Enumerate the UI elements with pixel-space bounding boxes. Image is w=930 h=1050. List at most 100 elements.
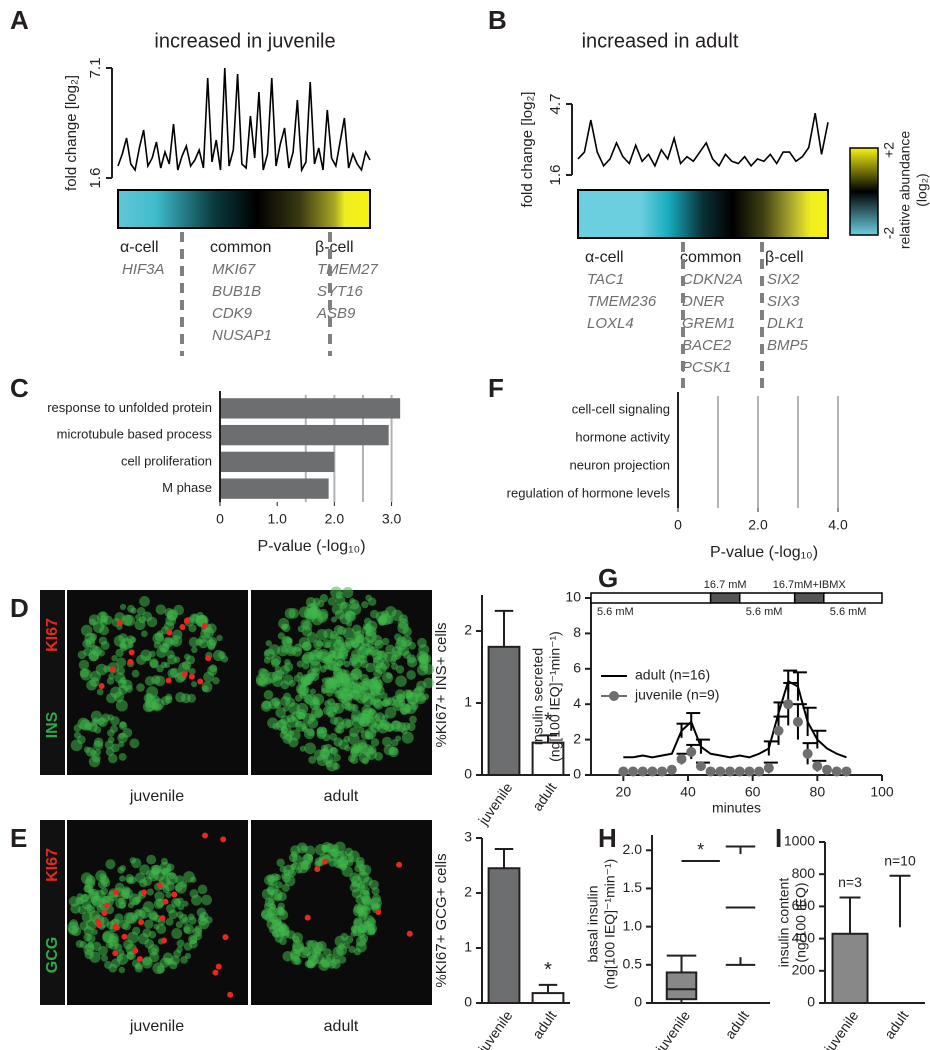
- cell: [328, 650, 336, 659]
- cell: [359, 673, 369, 683]
- gene-label: TAC1: [587, 271, 624, 288]
- cell: [284, 659, 291, 666]
- y-tick-label: 1: [464, 694, 472, 710]
- cell: [297, 625, 305, 633]
- y-tick-label: 1: [464, 939, 472, 955]
- cell: [115, 897, 127, 909]
- cell: [363, 692, 371, 701]
- cell: [297, 862, 309, 874]
- cell: [201, 894, 212, 906]
- y-tick-label: 2: [464, 884, 472, 900]
- heatmap: [117, 189, 371, 229]
- bar: [831, 932, 869, 1005]
- cell: [127, 604, 135, 613]
- y-axis-label: basal insulin: [585, 885, 601, 962]
- significance: *: [544, 710, 552, 732]
- stain-strip: [40, 820, 65, 1005]
- cell: [147, 944, 160, 956]
- ki67-nucleus: [128, 649, 135, 656]
- protocol-label: 16.7mM+IBMX: [773, 579, 847, 591]
- cell: [93, 737, 104, 747]
- cell: [105, 859, 116, 870]
- stain-label: KI67: [44, 618, 61, 652]
- cell: [337, 643, 346, 653]
- ki67-nucleus: [116, 620, 123, 627]
- cell: [154, 891, 165, 902]
- cell: [201, 681, 213, 693]
- x-tick-label: 0: [216, 511, 224, 527]
- cell: [149, 658, 159, 668]
- y-tick-label: 10: [565, 589, 581, 605]
- cell: [380, 610, 390, 619]
- series-point: [725, 766, 736, 777]
- cell: [318, 959, 330, 971]
- cell: [355, 856, 365, 867]
- cell: [371, 887, 380, 896]
- series-point: [744, 766, 755, 777]
- y-axis-label: %KI67+ INS+ cells: [433, 622, 450, 747]
- cell: [349, 598, 356, 605]
- bar: [220, 451, 335, 473]
- category-label: cell proliferation: [121, 453, 212, 468]
- cell: [148, 650, 156, 658]
- cell: [266, 886, 275, 896]
- cell: [298, 606, 311, 618]
- category-label: cell-cell signaling: [572, 401, 670, 416]
- cell: [127, 902, 135, 909]
- cell: [264, 649, 271, 657]
- protocol-label: 5.6 mM: [746, 606, 783, 618]
- ki67-nucleus: [202, 832, 209, 839]
- stain-label: GCG: [44, 937, 61, 973]
- cell: [92, 754, 101, 763]
- image-caption: adult: [324, 788, 359, 805]
- cell: [310, 660, 322, 672]
- cell: [300, 674, 313, 686]
- cell: [342, 587, 354, 599]
- image-caption: juvenile: [129, 1018, 184, 1035]
- y-tick-label: 8: [573, 624, 581, 640]
- gene-label: LOXL4: [587, 315, 634, 332]
- ki67-nucleus: [136, 956, 143, 963]
- y-tick-label: 0: [634, 994, 642, 1010]
- cell: [145, 655, 152, 662]
- sample-size: n=3: [838, 874, 862, 890]
- cell: [183, 942, 193, 951]
- box: [665, 971, 698, 1001]
- ki67-nucleus: [121, 933, 128, 940]
- cell: [302, 946, 312, 957]
- series-line: [623, 679, 847, 759]
- cell: [119, 677, 127, 685]
- panel-letter: E: [10, 823, 27, 853]
- bar: [487, 645, 521, 777]
- series-point: [628, 766, 639, 777]
- ki67-nucleus: [220, 836, 227, 843]
- ki67-nucleus: [314, 866, 321, 873]
- cell: [295, 683, 307, 695]
- cell: [212, 677, 220, 685]
- cell: [384, 706, 397, 719]
- cell: [180, 693, 191, 704]
- cell: [344, 610, 355, 621]
- x-tick-label: 100: [870, 784, 894, 800]
- ki67-nucleus: [159, 915, 166, 922]
- cell: [70, 739, 83, 752]
- cell: [278, 909, 289, 920]
- cell: [267, 906, 276, 916]
- gene-label: DLK1: [767, 315, 805, 332]
- cell: [343, 660, 351, 668]
- cell: [83, 933, 92, 942]
- ki67-nucleus: [304, 914, 311, 921]
- cell: [111, 654, 118, 662]
- cell: [129, 636, 137, 644]
- gene-label: DNER: [682, 293, 725, 310]
- cell: [108, 753, 118, 764]
- cell: [198, 635, 207, 644]
- cell: [372, 698, 382, 708]
- cell: [216, 634, 223, 642]
- cell: [328, 661, 339, 672]
- cell: [311, 706, 323, 719]
- cell: [303, 728, 315, 740]
- y-tick-label: 7.1: [87, 58, 104, 79]
- cell: [127, 641, 134, 649]
- panel-letter: C: [10, 373, 29, 403]
